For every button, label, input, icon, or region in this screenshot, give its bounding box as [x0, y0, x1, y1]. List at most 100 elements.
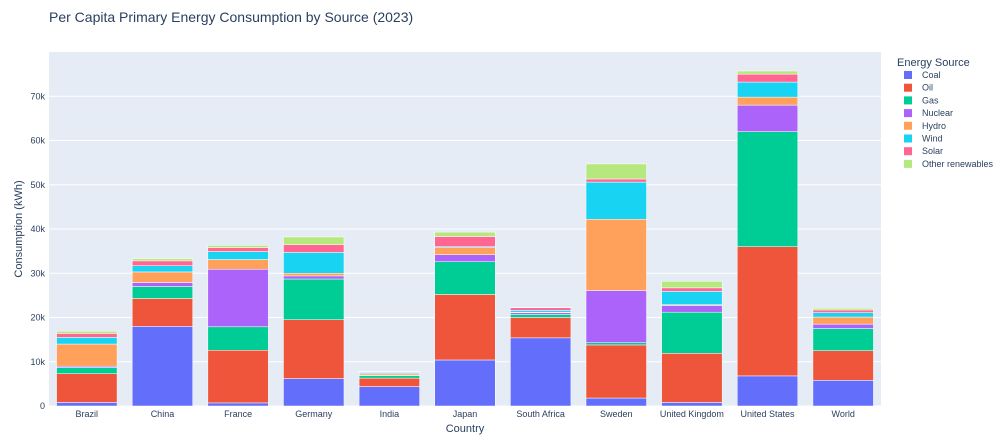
bar-segment: [585, 344, 647, 399]
bar-segment: [283, 319, 345, 379]
bar-segment: [812, 307, 874, 311]
legend-label[interactable]: Oil: [922, 83, 933, 93]
bar-segment: [283, 236, 345, 245]
bar-segment: [737, 70, 799, 75]
legend-label[interactable]: Other renewables: [922, 159, 994, 169]
bar-segment: [207, 259, 269, 270]
bar-segment: [585, 397, 647, 407]
legend-swatch[interactable]: [904, 134, 912, 143]
legend: Energy Source Coal Oil Gas Nuclear Hydro Wind…: [897, 57, 994, 169]
legend-label[interactable]: Nuclear: [922, 108, 953, 118]
bar-segment: [812, 380, 874, 407]
bar-segment: [207, 402, 269, 407]
legend-swatch[interactable]: [904, 71, 912, 79]
y-tick-label: 30k: [30, 268, 45, 278]
bar-segment: [812, 350, 874, 381]
x-tick-label: Brazil: [76, 409, 99, 419]
legend-swatch[interactable]: [904, 147, 912, 156]
legend-label[interactable]: Gas: [922, 95, 939, 105]
bar-segment: [131, 260, 193, 266]
legend-items: Coal Oil Gas Nuclear Hydro Wind Solar Other ren…: [904, 70, 994, 169]
bar-segment: [585, 290, 647, 343]
bar-segment: [585, 181, 647, 220]
bar-segment: [207, 326, 269, 351]
bar-segment: [207, 349, 269, 404]
y-tick-label: 0: [40, 401, 45, 411]
bar-segment: [434, 231, 496, 237]
bar-segment: [737, 104, 799, 132]
bar-segment: [510, 312, 572, 315]
y-tick-label: 60k: [30, 136, 45, 146]
legend-swatch[interactable]: [904, 83, 912, 92]
x-tick-labels: Brazil China France Germany India Japan South …: [76, 409, 855, 419]
y-tick-label: 70k: [30, 91, 45, 101]
bar-segment: [131, 265, 193, 273]
legend-swatch[interactable]: [904, 159, 912, 168]
chart-title: Per Capita Primary Energy Consumption by…: [49, 9, 414, 25]
legend-title: Energy Source: [897, 57, 970, 69]
y-tick-label: 10k: [30, 357, 45, 367]
bar-segment: [358, 375, 420, 379]
bar-segment: [737, 375, 799, 407]
bar-segment: [131, 282, 193, 287]
bar-stacks: [56, 70, 874, 407]
bar-segment: [358, 386, 420, 407]
bar-segment: [812, 309, 874, 313]
bar-segment: [131, 286, 193, 299]
bar-segment: [434, 359, 496, 407]
bar-segment: [56, 367, 118, 374]
y-tick-labels: 0 10k 20k 30k 40k 50k 60k 70k: [30, 91, 45, 411]
x-tick-label: South Africa: [516, 409, 565, 419]
x-axis-title: Country: [446, 423, 485, 435]
bar-segment: [283, 275, 345, 280]
x-tick-label: China: [151, 409, 175, 419]
x-tick-label: France: [224, 409, 252, 419]
bar-segment: [283, 378, 345, 407]
bar-segment: [56, 330, 118, 334]
x-tick-label: World: [832, 409, 855, 419]
legend-label[interactable]: Solar: [922, 146, 943, 156]
bar-segment: [737, 96, 799, 106]
bar-segment: [661, 291, 723, 305]
legend-label[interactable]: Hydro: [922, 121, 946, 131]
legend-label[interactable]: Coal: [922, 70, 941, 80]
bar-segment: [585, 342, 647, 346]
x-tick-label: Germany: [295, 409, 333, 419]
bar-segment: [56, 343, 118, 367]
bar-segment: [56, 373, 118, 403]
bar-segment: [510, 314, 572, 318]
bar-segment: [737, 246, 799, 377]
x-tick-label: India: [380, 409, 400, 419]
bar-segment: [737, 131, 799, 247]
bar-segment: [585, 178, 647, 183]
legend-swatch[interactable]: [904, 96, 912, 105]
bar-segment: [434, 236, 496, 247]
legend-label[interactable]: Wind: [922, 134, 943, 144]
y-tick-label: 20k: [30, 313, 45, 323]
bar-segment: [737, 81, 799, 98]
bar-segment: [131, 298, 193, 327]
bar-segment: [661, 287, 723, 292]
bar-segment: [812, 323, 874, 329]
bar-segment: [434, 247, 496, 255]
bar-segment: [131, 258, 193, 262]
legend-swatch[interactable]: [904, 121, 912, 130]
bar-segment: [207, 245, 269, 248]
bar-segment: [812, 312, 874, 318]
legend-swatch[interactable]: [904, 109, 912, 118]
bar-segment: [207, 251, 269, 260]
bar-segment: [283, 252, 345, 274]
bar-segment: [358, 377, 420, 387]
bar-segment: [131, 271, 193, 283]
bar-segment: [434, 294, 496, 361]
bar-segment: [812, 316, 874, 325]
bar-segment: [661, 402, 723, 407]
x-tick-label: Sweden: [600, 409, 633, 419]
bar-segment: [661, 280, 723, 289]
bar-segment: [434, 261, 496, 295]
bar-segment: [661, 305, 723, 313]
bar-segment: [585, 163, 647, 180]
bar-segment: [56, 333, 118, 338]
